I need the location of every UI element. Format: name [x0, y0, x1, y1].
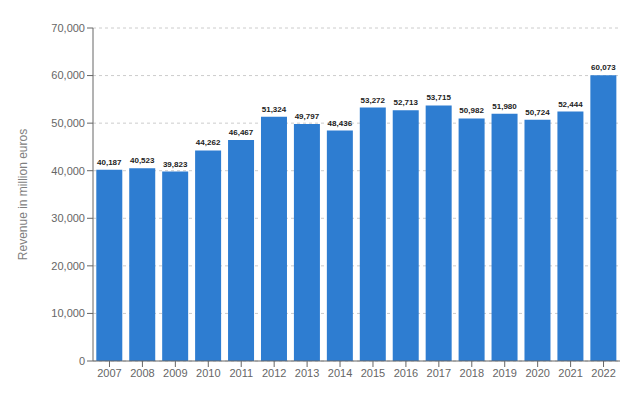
svg-text:2012: 2012	[262, 367, 286, 379]
svg-text:2015: 2015	[361, 367, 385, 379]
svg-text:40,523: 40,523	[130, 156, 155, 165]
svg-text:2019: 2019	[492, 367, 516, 379]
svg-text:2021: 2021	[558, 367, 582, 379]
svg-text:51,980: 51,980	[492, 102, 517, 111]
svg-text:52,713: 52,713	[393, 98, 418, 107]
svg-text:39,823: 39,823	[163, 160, 188, 169]
svg-text:Revenue in million euros: Revenue in million euros	[16, 129, 30, 260]
svg-text:53,272: 53,272	[361, 96, 386, 105]
svg-text:51,324: 51,324	[262, 105, 287, 114]
svg-text:40,000: 40,000	[51, 165, 85, 177]
svg-text:60,073: 60,073	[591, 63, 616, 72]
svg-text:30,000: 30,000	[51, 212, 85, 224]
svg-text:46,467: 46,467	[229, 128, 254, 137]
svg-text:2022: 2022	[591, 367, 615, 379]
svg-text:2010: 2010	[196, 367, 220, 379]
svg-text:2011: 2011	[229, 367, 253, 379]
svg-text:2018: 2018	[460, 367, 484, 379]
svg-text:49,797: 49,797	[295, 112, 320, 121]
svg-text:20,000: 20,000	[51, 260, 85, 272]
svg-text:2016: 2016	[394, 367, 418, 379]
svg-text:2007: 2007	[97, 367, 121, 379]
svg-text:53,715: 53,715	[426, 93, 451, 102]
svg-text:52,444: 52,444	[558, 100, 583, 109]
svg-text:2013: 2013	[295, 367, 319, 379]
svg-text:60,000: 60,000	[51, 69, 85, 81]
svg-text:10,000: 10,000	[51, 307, 85, 319]
svg-text:40,187: 40,187	[97, 158, 122, 167]
svg-text:44,262: 44,262	[196, 138, 221, 147]
svg-text:50,982: 50,982	[459, 106, 484, 115]
svg-text:50,724: 50,724	[525, 108, 550, 117]
svg-text:0: 0	[79, 355, 85, 367]
svg-text:2008: 2008	[130, 367, 154, 379]
svg-text:48,436: 48,436	[328, 119, 353, 128]
svg-text:50,000: 50,000	[51, 117, 85, 129]
svg-text:2009: 2009	[163, 367, 187, 379]
svg-text:2014: 2014	[328, 367, 352, 379]
svg-text:70,000: 70,000	[51, 22, 85, 34]
svg-text:2020: 2020	[525, 367, 549, 379]
svg-text:2017: 2017	[427, 367, 451, 379]
